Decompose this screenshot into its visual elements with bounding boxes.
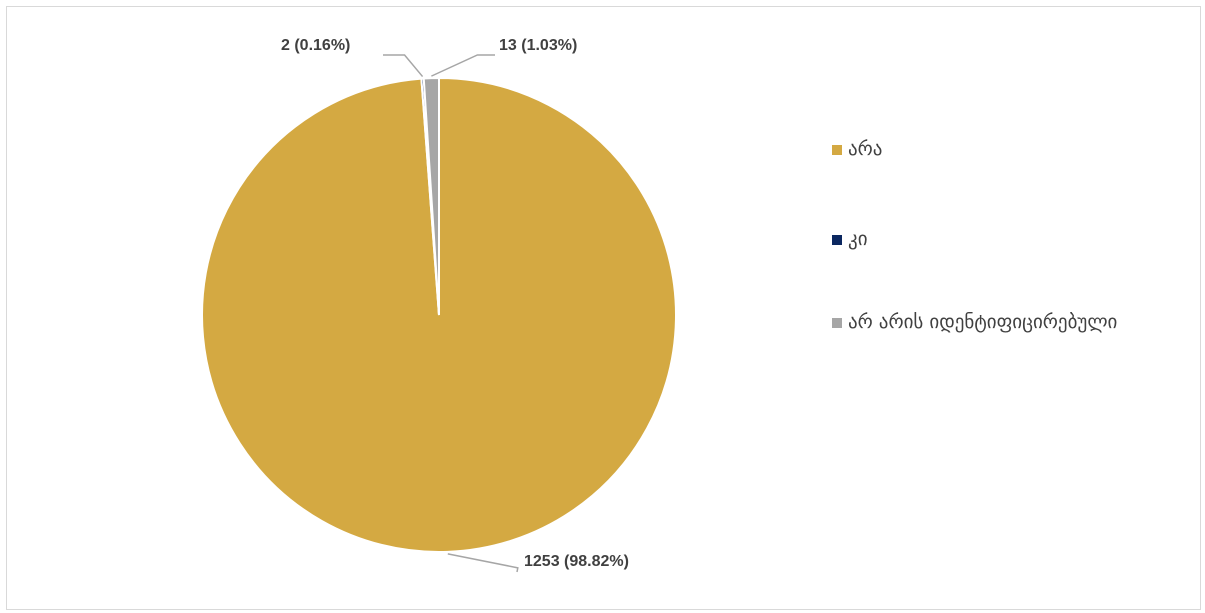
legend-item-unidentified: არ არის იდენტიფიცირებული xyxy=(832,307,1138,337)
leader-line-ara xyxy=(447,553,519,573)
legend-item-ki: კი xyxy=(832,224,1148,254)
legend-label-ara: არა xyxy=(848,138,883,160)
legend-swatch-ki xyxy=(832,235,842,245)
data-label-ara: 1253 (98.82%) xyxy=(524,553,629,570)
legend-swatch-ara xyxy=(832,145,842,155)
data-label-unidentified: 13 (1.03%) xyxy=(499,37,578,54)
leader-line-ki xyxy=(383,54,424,78)
leader-line-unidentified xyxy=(431,54,495,77)
legend-label-ki: კი xyxy=(848,228,868,250)
pie-slice-unidentified xyxy=(422,76,440,316)
legend-label-unidentified: არ არის იდენტიფიცირებული xyxy=(848,311,1118,333)
legend-swatch-unidentified xyxy=(832,318,842,328)
pie-chart xyxy=(201,54,677,573)
legend-item-ara: არა xyxy=(832,134,1148,164)
chart-frame: 1253 (98.82%) 2 (0.16%) 13 (1.03%) არა კ… xyxy=(6,6,1201,610)
data-label-ki: 2 (0.16%) xyxy=(281,37,351,54)
